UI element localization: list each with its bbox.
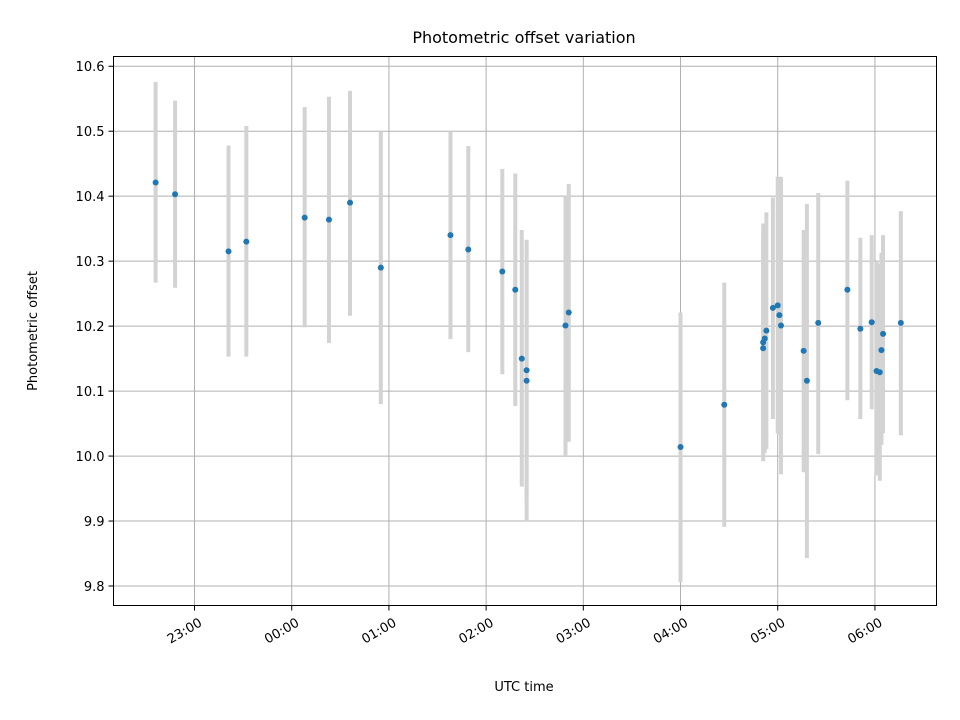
chart-title: Photometric offset variation: [412, 28, 635, 47]
point-layer: [152, 179, 904, 450]
y-tick-label: 9.9: [84, 515, 105, 530]
y-axis-label: Photometric offset: [26, 271, 41, 391]
data-point: [776, 312, 783, 319]
data-point: [800, 347, 807, 354]
data-point: [225, 248, 232, 255]
data-point: [512, 286, 519, 293]
data-point: [499, 268, 506, 275]
data-point: [876, 369, 883, 376]
data-point: [721, 401, 728, 408]
data-point: [815, 319, 822, 326]
data-point: [523, 367, 530, 374]
data-point: [760, 345, 767, 352]
data-point: [868, 319, 875, 326]
y-tick-label: 10.5: [76, 125, 105, 140]
data-point: [243, 238, 250, 245]
x-axis-label: UTC time: [494, 680, 553, 695]
data-point: [677, 443, 684, 450]
data-point: [880, 330, 887, 337]
data-point: [565, 309, 572, 316]
data-point: [377, 264, 384, 271]
data-point: [897, 319, 904, 326]
data-point: [857, 325, 864, 332]
data-point: [347, 199, 354, 206]
data-point: [523, 377, 530, 384]
y-tick-label: 10.4: [76, 190, 105, 205]
data-point: [325, 216, 332, 223]
data-point: [763, 327, 770, 334]
data-point: [152, 179, 159, 186]
data-point: [562, 322, 569, 329]
data-point: [803, 377, 810, 384]
data-point: [465, 246, 472, 253]
plot-frame: [113, 56, 937, 606]
data-point: [878, 347, 885, 354]
y-tick-label: 10.2: [76, 320, 105, 335]
data-point: [769, 304, 776, 311]
y-tick-label: 10.6: [76, 60, 105, 75]
y-tick-label: 10.1: [76, 385, 105, 400]
data-point: [172, 191, 179, 198]
data-point: [774, 302, 781, 309]
y-tick-label: 9.8: [84, 580, 105, 595]
y-tick-label: 10.0: [76, 450, 105, 465]
data-point: [777, 322, 784, 329]
data-point: [301, 214, 308, 221]
data-point: [761, 335, 768, 342]
data-point: [844, 286, 851, 293]
data-point: [518, 355, 525, 362]
y-tick-label: 10.3: [76, 255, 105, 270]
data-point: [447, 232, 454, 239]
